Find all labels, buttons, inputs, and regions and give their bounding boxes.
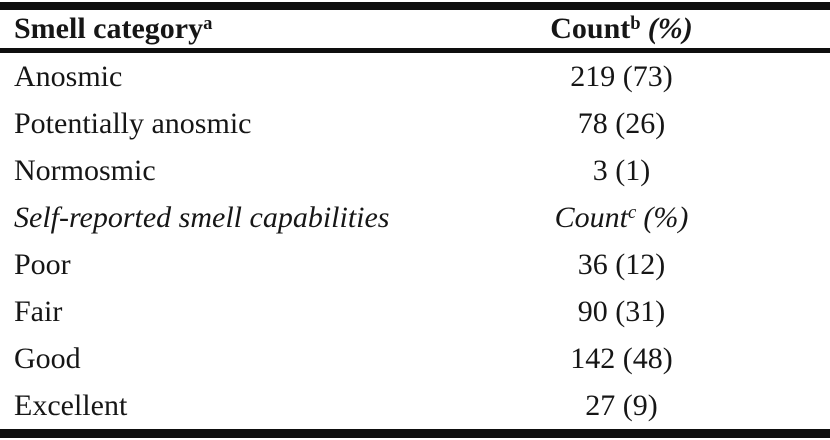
subheader-label: Self-reported smell capabilities (14, 200, 390, 234)
table-row-anosmic: Anosmic 219 (73) (0, 53, 830, 100)
table-subheader-row-self-reported: Self-reported smell capabilities Countc (… (0, 194, 830, 241)
row-label: Normosmic (14, 153, 156, 187)
table-top-rule (0, 2, 830, 10)
row-value: 27 (9) (585, 388, 658, 422)
row-label: Fair (14, 294, 63, 328)
row-label: Potentially anosmic (14, 106, 252, 140)
subheader-percent-suffix: (%) (643, 200, 689, 234)
table-row-potentially-anosmic: Potentially anosmic 78 (26) (0, 100, 830, 147)
row-value: 142 (48) (570, 341, 673, 375)
table-header-rule (0, 48, 830, 53)
header-cell-category: Smell categorya (0, 14, 413, 44)
header-count-footnote-marker: b (630, 13, 641, 35)
row-label: Good (14, 341, 81, 375)
header-count-percent-suffix: (%) (647, 12, 693, 45)
table-row-poor: Poor 36 (12) (0, 241, 830, 288)
header-count-label: Count (550, 12, 631, 45)
row-value: 36 (12) (577, 247, 666, 281)
row-label: Anosmic (14, 59, 123, 93)
header-cell-count: Countb (%) (413, 14, 830, 44)
header-category-label: Smell category (14, 12, 204, 45)
table-bottom-rule (0, 429, 830, 438)
table-row-normosmic: Normosmic 3 (1) (0, 147, 830, 194)
table-row-good: Good 142 (48) (0, 335, 830, 382)
row-label: Excellent (14, 388, 128, 422)
table-row-excellent: Excellent 27 (9) (0, 382, 830, 429)
subheader-count-footnote-marker: c (627, 201, 637, 223)
table-header-row: Smell categorya Countb (%) (0, 10, 830, 48)
row-value: 78 (26) (577, 106, 666, 140)
row-label: Poor (14, 247, 71, 281)
row-value: 90 (31) (577, 294, 666, 328)
row-value: 219 (73) (570, 59, 673, 93)
subheader-count-label: Count (554, 200, 628, 234)
row-value: 3 (1) (592, 153, 651, 187)
header-category-footnote-marker: a (203, 13, 213, 35)
subheader-value: Countc (%) (413, 200, 830, 234)
table-row-fair: Fair 90 (31) (0, 288, 830, 335)
